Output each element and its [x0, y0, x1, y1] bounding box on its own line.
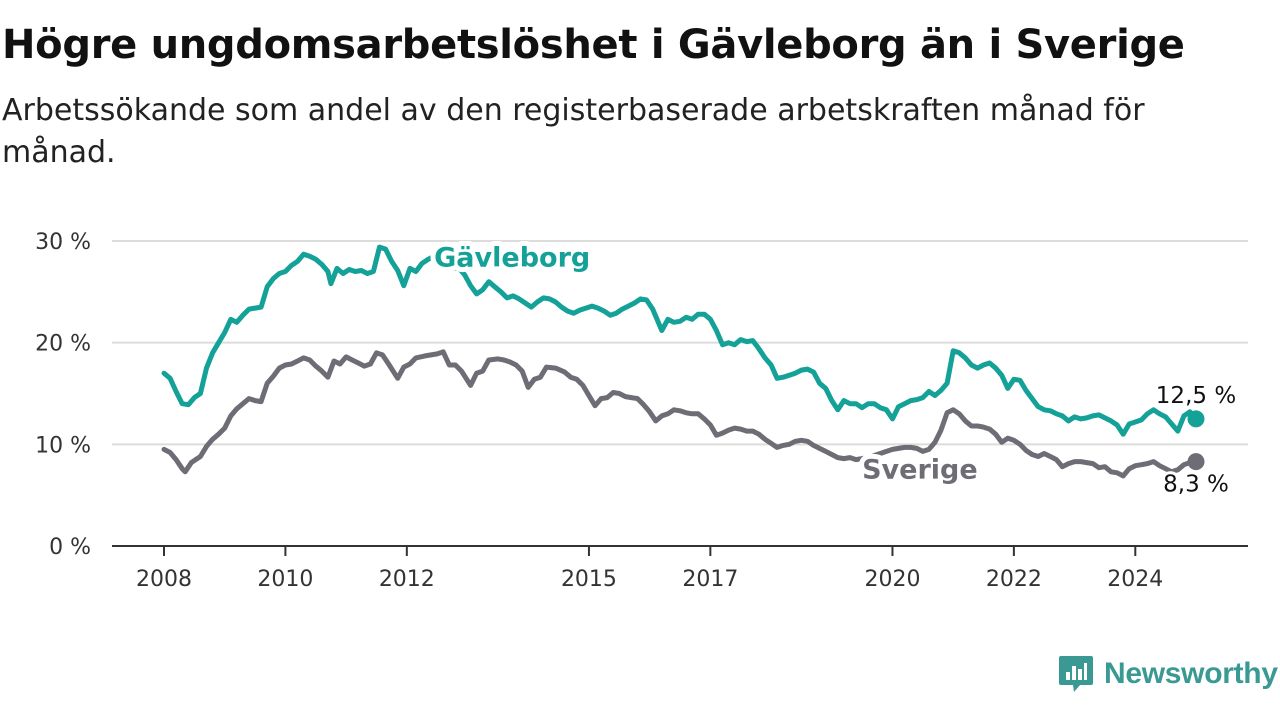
- x-tick-label: 2015: [561, 567, 617, 592]
- x-tick-label: 2022: [986, 567, 1042, 592]
- chart-subtitle: Arbetssökande som andel av den registerb…: [2, 93, 1145, 170]
- y-tick-label: 10 %: [35, 433, 91, 458]
- series-end-marker-sverige: [1187, 453, 1205, 471]
- series-line-sverige: [161, 349, 1199, 479]
- y-tick-label: 0 %: [49, 535, 91, 560]
- series-end-value-label-gavleborg: 12,5 %: [1156, 383, 1236, 409]
- series-end-value-label-sverige: 8,3 %: [1163, 472, 1229, 498]
- y-axis-tick-labels: 0 % 10 % 20 % 30 %: [35, 230, 91, 560]
- x-axis: 2008 2010 2012 2015 2017 2020 2022 2024: [112, 545, 1248, 592]
- x-tick-label: 2020: [864, 567, 920, 592]
- y-tick-label: 30 %: [35, 230, 91, 255]
- series-name-label-sverige: Sverige: [862, 455, 978, 486]
- series-labels: Gävleborg 12,5 % Sverige 8,3 %: [429, 237, 1239, 500]
- series-name-label-gavleborg: Gävleborg: [434, 242, 590, 273]
- y-tick-label: 20 %: [35, 332, 91, 357]
- chart-title: Högre ungdomsarbetslöshet i Gävleborg än…: [2, 22, 1185, 68]
- x-tick-label: 2008: [136, 567, 192, 592]
- grid-lines: [112, 240, 1248, 446]
- series-lines: [161, 244, 1205, 479]
- x-tick-label: 2012: [379, 567, 435, 592]
- series-end-marker-gavleborg: [1187, 410, 1205, 428]
- newsworthy-brand: Newsworthy: [1058, 654, 1278, 694]
- x-tick-label: 2017: [682, 567, 738, 592]
- brand-name: Newsworthy: [1104, 657, 1278, 690]
- x-tick-label: 2010: [257, 567, 313, 592]
- x-tick-label: 2024: [1107, 567, 1163, 592]
- newsworthy-logo-icon: [1059, 656, 1093, 692]
- series-line-gavleborg: [161, 244, 1199, 437]
